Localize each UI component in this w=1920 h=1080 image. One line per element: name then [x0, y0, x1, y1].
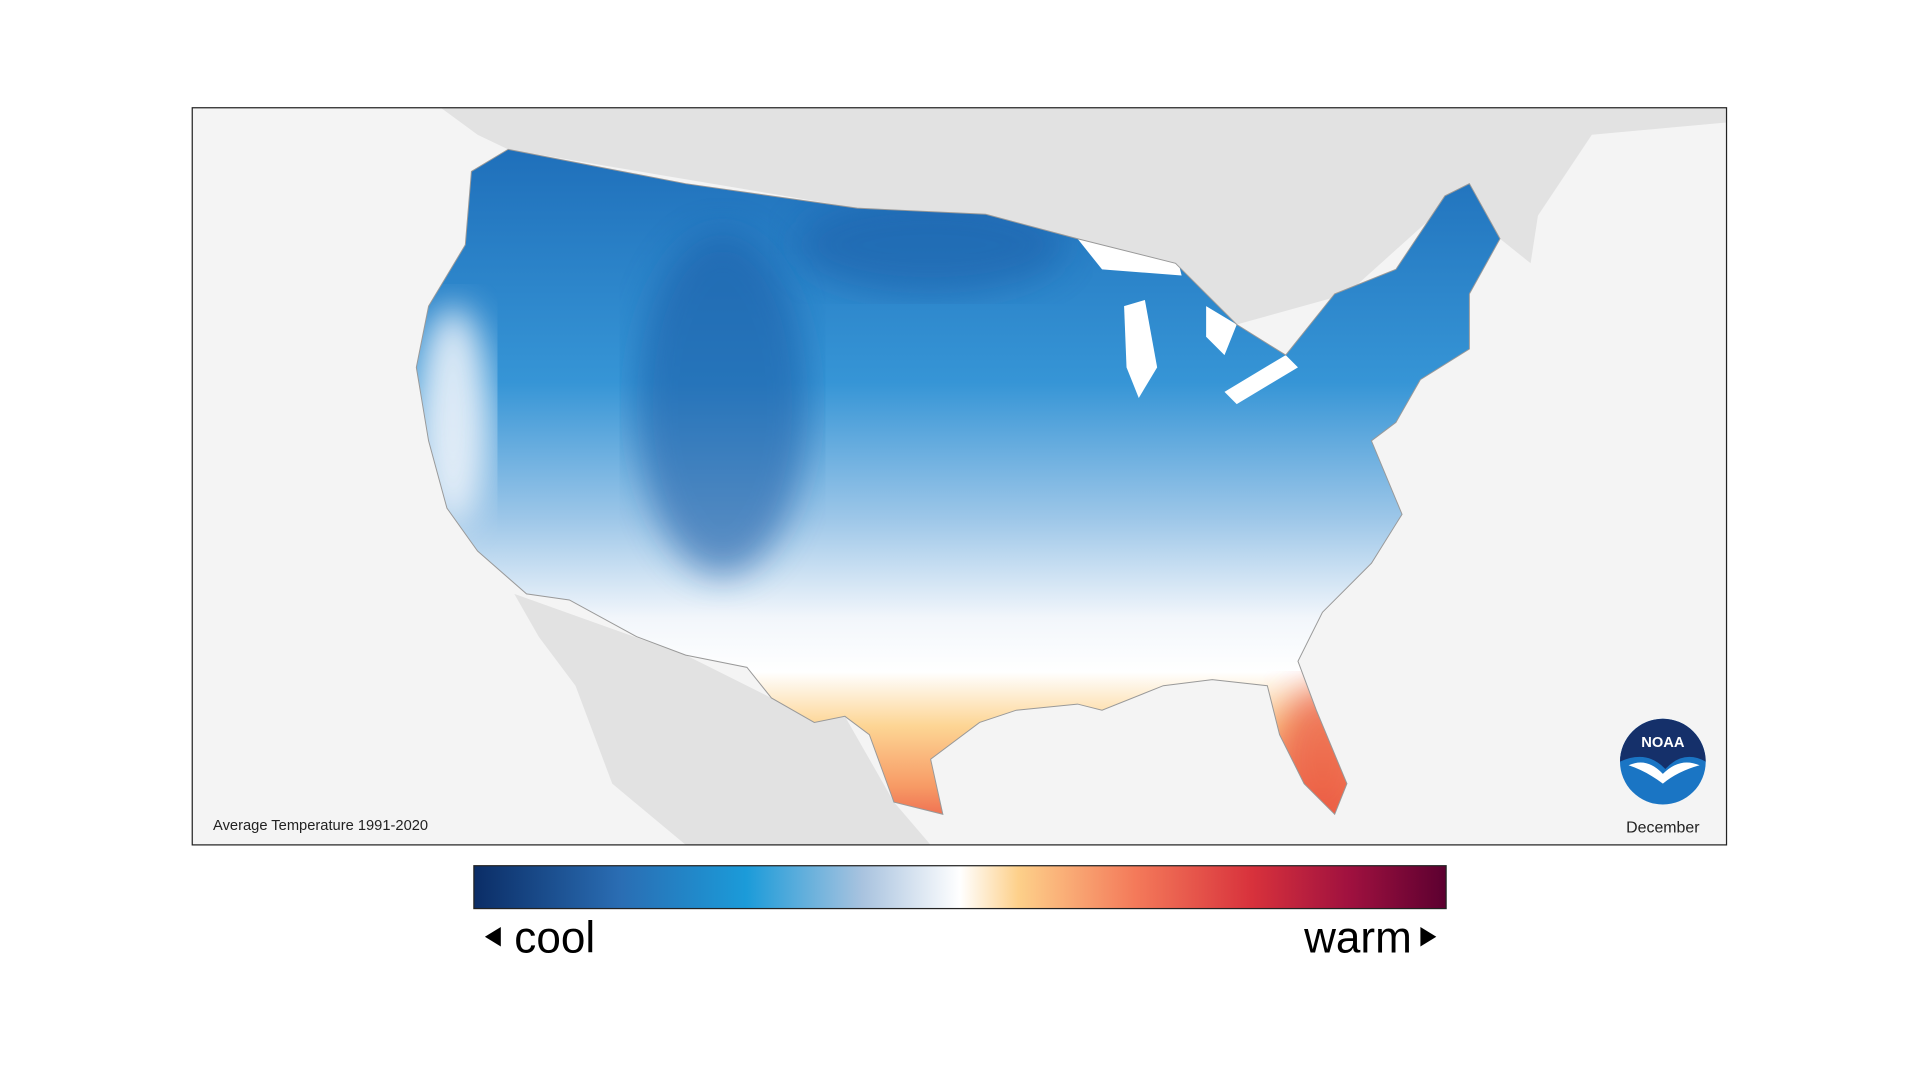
map-caption: Average Temperature 1991-2020 — [213, 818, 428, 834]
page: Average Temperature 1991-2020 December N… — [0, 0, 1920, 1080]
map-figure: Average Temperature 1991-2020 December N… — [0, 0, 1920, 1080]
legend-high-label: warm — [1303, 914, 1412, 963]
rockies-cold — [637, 233, 808, 576]
cool-arrow — [485, 927, 501, 947]
noaa-logo: NOAA — [1620, 719, 1706, 805]
map-month: December — [1626, 820, 1700, 837]
warm-arrow — [1420, 927, 1436, 947]
color-bar — [474, 866, 1446, 909]
map-area — [192, 108, 1726, 845]
logo-text: NOAA — [1641, 735, 1685, 751]
legend-low-label: cool — [514, 914, 595, 963]
